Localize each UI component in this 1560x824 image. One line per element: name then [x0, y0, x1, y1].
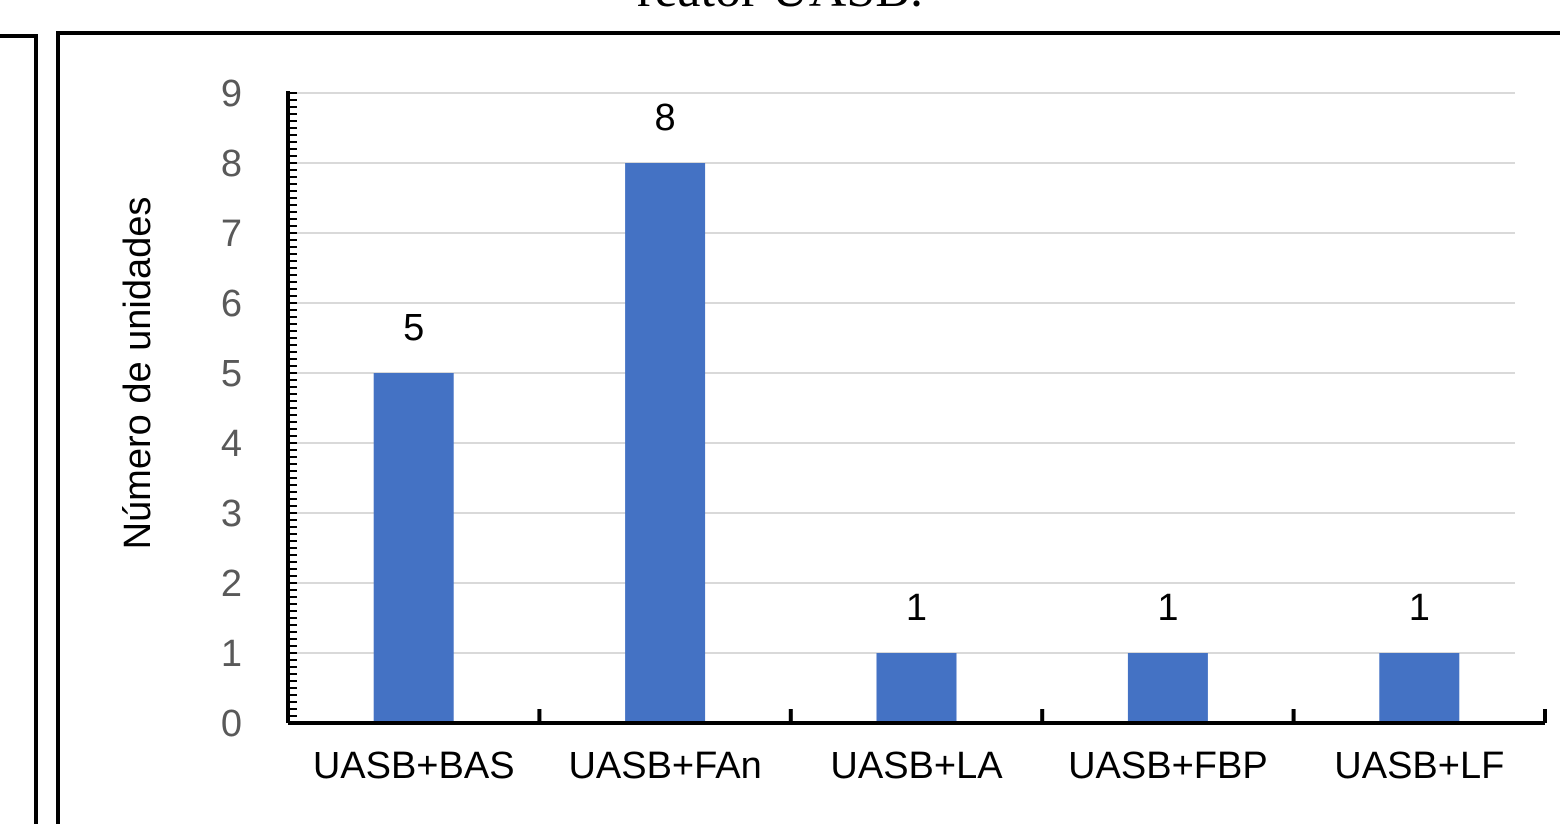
data-label: 5	[403, 307, 424, 349]
x-tick-label: UASB+FAn	[568, 745, 761, 787]
x-tick-label: UASB+LA	[830, 745, 1003, 787]
axes	[286, 91, 1547, 725]
data-label: 1	[1157, 587, 1178, 629]
bar	[1379, 653, 1460, 723]
left-panel-frame	[0, 34, 38, 824]
x-tick-label: UASB+LF	[1334, 745, 1504, 787]
y-tick-label: 1	[221, 633, 242, 675]
y-tick-label: 2	[221, 563, 242, 605]
x-tick-label: UASB+FBP	[1068, 745, 1268, 787]
data-label: 8	[655, 97, 676, 139]
y-tick-label: 0	[221, 703, 242, 745]
y-tick-label: 4	[221, 423, 242, 465]
bar	[373, 373, 454, 723]
y-tick-label: 6	[221, 283, 242, 325]
y-axis-title: Número de unidades	[117, 197, 159, 550]
y-tick-label: 3	[221, 493, 242, 535]
x-tick-label: UASB+BAS	[313, 745, 515, 787]
bar	[1127, 653, 1208, 723]
data-label: 1	[906, 587, 927, 629]
bar	[625, 163, 706, 723]
gridlines	[288, 92, 1515, 654]
y-tick-label: 8	[221, 143, 242, 185]
bars	[373, 163, 1460, 723]
labels: 0 1 2 3 4 5 6 7 8 9 5 UASB+BAS 8 UASB+FAn 1 UASB+LA 1 UAS…	[221, 73, 1504, 787]
bar	[876, 653, 957, 723]
y-tick-label: 7	[221, 213, 242, 255]
y-tick-label: 9	[221, 73, 242, 115]
data-label: 1	[1409, 587, 1430, 629]
figure-caption: reator UASB.	[0, 0, 1560, 16]
y-tick-label: 5	[221, 353, 242, 395]
